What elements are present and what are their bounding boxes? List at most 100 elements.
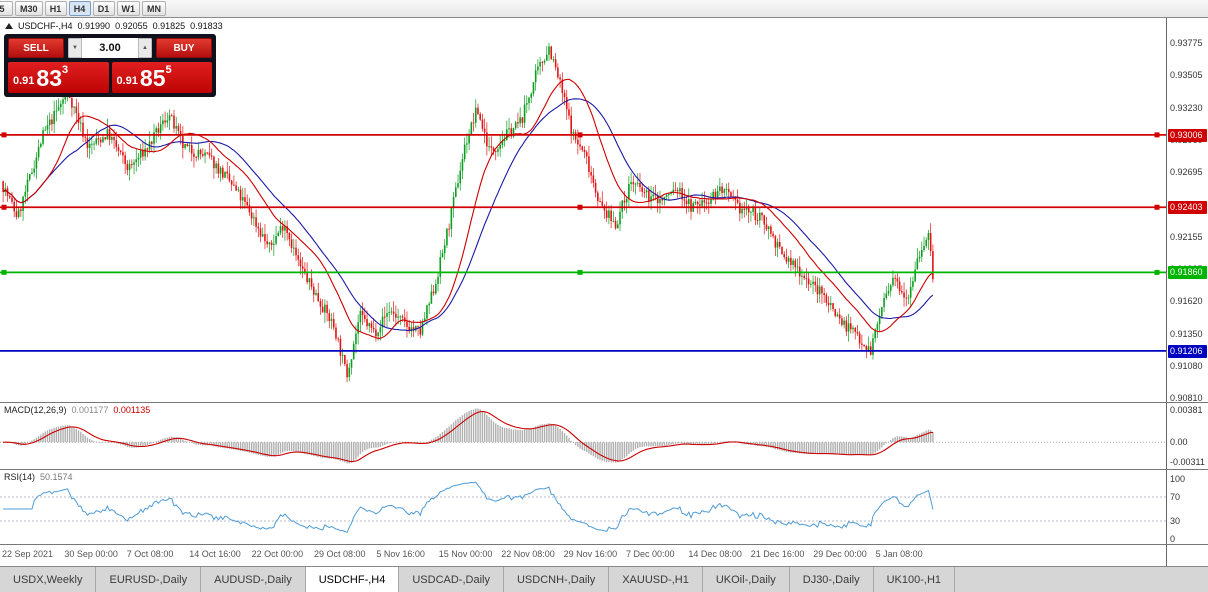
time-axis-row: 22 Sep 2021 30 Sep 00:00 7 Oct 08:00 14 Oct… bbox=[0, 544, 1208, 566]
tab-usdcnh-daily[interactable]: USDCNH-,Daily bbox=[504, 567, 610, 592]
time-label: 22 Nov 08:00 bbox=[501, 549, 555, 559]
sell-price-pipette: 3 bbox=[62, 64, 69, 76]
tab-xauusd-h1[interactable]: XAUUSD-,H1 bbox=[609, 567, 703, 592]
time-label: 15 Nov 00:00 bbox=[438, 549, 493, 559]
volume-increase-button[interactable]: ▲ bbox=[138, 38, 152, 58]
macd-axis: 0.00381 0.00 -0.00311 bbox=[1166, 403, 1208, 469]
hline-handle[interactable] bbox=[577, 204, 583, 210]
hline-handle[interactable] bbox=[1, 269, 7, 275]
timeframe-button-5[interactable]: 5 bbox=[0, 1, 13, 16]
timeframe-button-h4[interactable]: H4 bbox=[68, 1, 91, 16]
tab-usdchf-h4[interactable]: USDCHF-,H4 bbox=[305, 567, 400, 592]
time-axis: 22 Sep 2021 30 Sep 00:00 7 Oct 08:00 14 Oct… bbox=[0, 545, 1166, 566]
trade-prices-row: 0.91 83 3 0.91 85 5 bbox=[8, 62, 212, 93]
volume-stepper[interactable]: ▼ 3.00 ▲ bbox=[68, 38, 152, 58]
price-badge-0.91206: 0.91206 bbox=[1168, 344, 1207, 358]
macd-axis-tick: 0.00 bbox=[1170, 437, 1188, 447]
time-label: 22 Oct 00:00 bbox=[251, 549, 304, 559]
volume-value[interactable]: 3.00 bbox=[99, 42, 121, 54]
ohlc-high: 0.92055 bbox=[115, 21, 148, 31]
timeframe-button-w1[interactable]: W1 bbox=[116, 1, 141, 16]
sell-button[interactable]: SELL bbox=[8, 38, 64, 58]
macd-histogram bbox=[2, 408, 934, 464]
collapse-trade-panel-icon[interactable] bbox=[5, 23, 13, 29]
hline-handle[interactable] bbox=[577, 269, 583, 275]
rsi-row: RSI(14) 50.1574 100 70 30 0 bbox=[0, 470, 1208, 544]
price-tick: 0.91350 bbox=[1170, 328, 1203, 339]
tab-ukoil-daily[interactable]: UKOil-,Daily bbox=[703, 567, 790, 592]
rsi-axis: 100 70 30 0 bbox=[1166, 470, 1208, 544]
price-tick: 0.92155 bbox=[1170, 232, 1203, 242]
rsi-axis-tick: 30 bbox=[1170, 516, 1181, 526]
sell-price[interactable]: 0.91 83 3 bbox=[8, 62, 109, 93]
time-label: 22 Sep 2021 bbox=[2, 549, 54, 559]
time-label: 29 Oct 08:00 bbox=[314, 549, 366, 559]
price-axis: 0.937750.935050.932300.929600.926950.924… bbox=[1166, 18, 1208, 402]
candlestick-chart bbox=[0, 42, 1166, 383]
timeframe-toolbar: 5M30H1H4D1W1MN bbox=[0, 0, 1208, 18]
time-label: 21 Dec 16:00 bbox=[750, 549, 805, 559]
rsi-line bbox=[3, 481, 934, 534]
rsi-chart bbox=[0, 481, 1166, 534]
time-label: 7 Dec 00:00 bbox=[626, 549, 675, 559]
rsi-axis-tick: 70 bbox=[1170, 492, 1181, 502]
macd-value: 0.001177 bbox=[71, 405, 109, 415]
ohlc-open: 0.91990 bbox=[77, 21, 111, 31]
one-click-trading-panel: SELL ▼ 3.00 ▲ BUY 0.91 83 3 0.91 85 5 bbox=[4, 34, 216, 97]
price-tick: 0.93505 bbox=[1170, 70, 1203, 80]
rsi-axis-tick: 0 bbox=[1170, 534, 1176, 544]
time-label: 14 Oct 16:00 bbox=[189, 549, 241, 559]
time-label: 30 Sep 00:00 bbox=[64, 549, 118, 559]
hline-handle[interactable] bbox=[1154, 269, 1160, 275]
hline-handle[interactable] bbox=[1, 204, 7, 210]
tab-dj30-daily[interactable]: DJ30-,Daily bbox=[790, 567, 874, 592]
macd-row: MACD(12,26,9) 0.001177 0.001135 0.00381 0.0… bbox=[0, 403, 1208, 470]
hline-handle[interactable] bbox=[1154, 204, 1160, 210]
trade-controls-row: SELL ▼ 3.00 ▲ BUY bbox=[8, 38, 212, 58]
chart-symbol-label: USDCHF-,H4 bbox=[18, 21, 73, 31]
sell-price-big: 83 bbox=[36, 65, 63, 91]
macd-signal-value: 0.001135 bbox=[113, 405, 151, 415]
ohlc-close: 0.91833 bbox=[190, 21, 223, 31]
price-tick: 0.90810 bbox=[1170, 393, 1203, 402]
time-label: 29 Nov 16:00 bbox=[563, 549, 618, 559]
sell-price-prefix: 0.91 bbox=[13, 75, 35, 87]
rsi-value: 50.1574 bbox=[40, 472, 73, 482]
timeframe-button-d1[interactable]: D1 bbox=[92, 1, 115, 16]
tab-audusd-daily[interactable]: AUDUSD-,Daily bbox=[201, 567, 306, 592]
hline-handle[interactable] bbox=[1, 132, 7, 138]
timeframe-button-h1[interactable]: H1 bbox=[44, 1, 67, 16]
macd-axis-tick: -0.00311 bbox=[1170, 457, 1205, 467]
hline-handle[interactable] bbox=[1154, 132, 1160, 138]
chart-tabs: USDX,Weekly EURUSD-,Daily AUDUSD-,Daily USD… bbox=[0, 566, 1208, 592]
rsi-panel[interactable]: RSI(14) 50.1574 bbox=[0, 470, 1166, 544]
time-label: 5 Jan 08:00 bbox=[875, 549, 923, 559]
macd-chart bbox=[0, 408, 1166, 464]
rsi-name: RSI(14) bbox=[4, 472, 36, 482]
macd-signal-line bbox=[3, 410, 933, 463]
time-label: 29 Dec 00:00 bbox=[813, 549, 867, 559]
price-tick: 0.93230 bbox=[1170, 103, 1203, 113]
buy-button[interactable]: BUY bbox=[156, 38, 212, 58]
price-tick: 0.92695 bbox=[1170, 167, 1203, 178]
tab-eurusd-daily[interactable]: EURUSD-,Daily bbox=[96, 567, 202, 592]
chart-title: USDCHF-,H4 0.91990 0.92055 0.91825 0.918… bbox=[5, 21, 223, 31]
macd-panel[interactable]: MACD(12,26,9) 0.001177 0.001135 bbox=[0, 403, 1166, 469]
tab-usdcad-daily[interactable]: USDCAD-,Daily bbox=[399, 567, 504, 592]
ma-slow-line bbox=[2, 98, 934, 332]
tab-uk100-h1[interactable]: UK100-,H1 bbox=[874, 567, 956, 592]
buy-price-prefix: 0.91 bbox=[116, 75, 138, 87]
time-label: 14 Dec 08:00 bbox=[688, 549, 742, 559]
main-chart[interactable]: USDCHF-,H4 0.91990 0.92055 0.91825 0.918… bbox=[0, 18, 1166, 402]
tab-usdx-weekly[interactable]: USDX,Weekly bbox=[0, 567, 97, 592]
buy-price[interactable]: 0.91 85 5 bbox=[111, 62, 212, 93]
volume-decrease-button[interactable]: ▼ bbox=[68, 38, 82, 58]
price-badge-0.91860: 0.91860 bbox=[1168, 266, 1207, 280]
timeframe-button-m30[interactable]: M30 bbox=[15, 1, 43, 16]
price-tick: 0.91620 bbox=[1170, 296, 1203, 307]
timeframe-button-mn[interactable]: MN bbox=[142, 1, 167, 16]
price-badge-0.93006: 0.93006 bbox=[1168, 128, 1207, 142]
hline-handle[interactable] bbox=[577, 132, 583, 138]
axis-corner bbox=[1166, 545, 1208, 566]
